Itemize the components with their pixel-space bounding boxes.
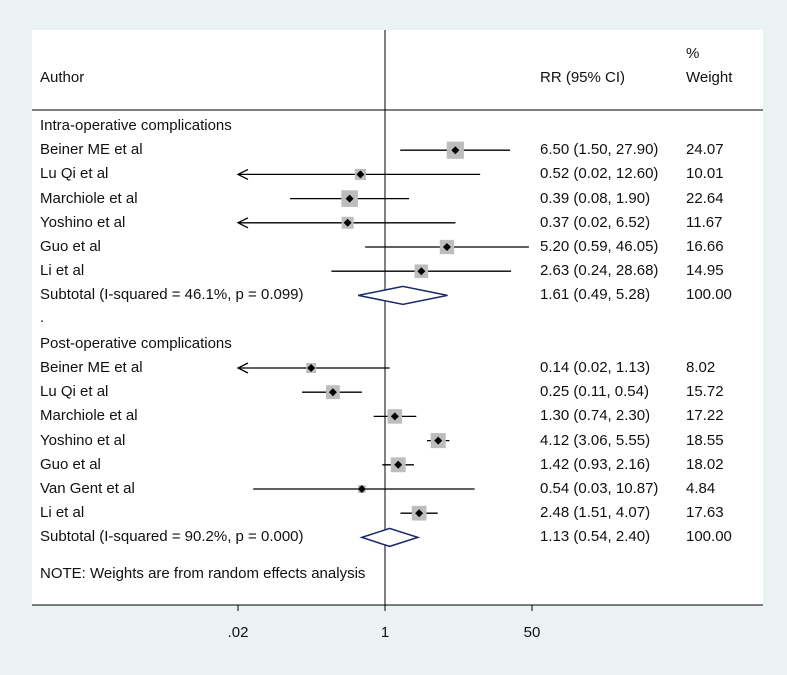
subtotal-ci: 1.13 (0.54, 2.40) [540, 528, 651, 546]
study-author: Li et al [40, 504, 85, 522]
group-label: Post-operative complications [40, 334, 232, 352]
subtotal-weight: 100.00 [686, 528, 732, 546]
study-weight: 15.72 [686, 383, 724, 401]
study-weight: 8.02 [686, 359, 716, 376]
x-tick-label: .02 [227, 624, 249, 641]
study-ci: 6.50 (1.50, 27.90) [540, 141, 659, 159]
ci-arrow-left [236, 217, 249, 229]
study-weight: 16.66 [686, 238, 724, 255]
study-weight: 14.95 [686, 262, 724, 280]
study-author: Lu Qi et al [40, 165, 109, 183]
study-author: Van Gent et al [40, 480, 135, 497]
point-estimate [357, 485, 366, 493]
study-ci: 0.37 (0.02, 6.52) [540, 213, 651, 231]
point-estimate [343, 218, 352, 227]
subtotal-diamond [358, 285, 448, 306]
study-ci: 1.42 (0.93, 2.16) [540, 455, 651, 473]
subtotal-label: Subtotal (I-squared = 46.1%, p = 0.099) [40, 286, 304, 304]
study-author: Marchiole et al [40, 407, 138, 425]
study-weight: 10.01 [686, 165, 724, 183]
ci-arrow-left [236, 362, 249, 374]
study-author: Marchiole et al [40, 189, 138, 207]
subtotal-weight: 100.00 [686, 286, 732, 304]
study-author: Yoshino et al [40, 213, 126, 231]
study-weight: 24.07 [686, 141, 724, 159]
study-ci: 0.54 (0.03, 10.87) [540, 480, 659, 497]
study-author: Beiner ME et al [40, 359, 143, 376]
x-tick-label: 50 [523, 624, 541, 641]
study-ci: 0.14 (0.02, 1.13) [540, 359, 651, 376]
footnote: NOTE: Weights are from random effects an… [40, 565, 366, 582]
point-estimate [390, 412, 399, 421]
subtotal-label: Subtotal (I-squared = 90.2%, p = 0.000) [40, 528, 304, 546]
point-estimate [415, 509, 424, 518]
study-weight: 18.02 [686, 455, 724, 473]
study-weight: 17.22 [686, 407, 724, 425]
header-ci: RR (95% CI) [540, 69, 626, 86]
study-author: Beiner ME et al [40, 141, 143, 159]
study-ci: 1.30 (0.74, 2.30) [540, 407, 651, 425]
study-ci: 5.20 (0.59, 46.05) [540, 238, 659, 255]
study-ci: 2.63 (0.24, 28.68) [540, 262, 659, 280]
study-author: Lu Qi et al [40, 383, 109, 401]
group-label: Intra-operative complications [40, 117, 232, 134]
study-ci: 4.12 (3.06, 5.55) [540, 431, 651, 449]
study-author: Guo et al [40, 455, 101, 473]
study-ci: 0.25 (0.11, 0.54) [540, 383, 649, 401]
header-weight: Weight [686, 69, 733, 86]
subtotal-diamond [359, 527, 421, 548]
separator-dot: . [40, 309, 45, 326]
point-estimate [328, 388, 337, 397]
study-weight: 18.55 [686, 431, 724, 449]
point-estimate [394, 460, 403, 469]
study-ci: 0.39 (0.08, 1.90) [540, 189, 651, 207]
study-author: Li et al [40, 262, 85, 280]
header-weight-pct: % [686, 45, 700, 62]
study-weight: 4.84 [686, 480, 716, 497]
point-estimate [451, 146, 460, 155]
study-author: Guo et al [40, 238, 101, 255]
study-ci: 0.52 (0.02, 12.60) [540, 165, 659, 183]
study-weight: 17.63 [686, 504, 724, 522]
study-weight: 22.64 [686, 189, 724, 207]
plot-panel [32, 30, 763, 605]
point-estimate [307, 364, 316, 372]
point-estimate [434, 436, 443, 445]
study-weight: 11.67 [686, 213, 723, 231]
point-estimate [356, 170, 365, 179]
x-tick-label: 1 [380, 624, 390, 641]
study-ci: 2.48 (1.51, 4.07) [540, 504, 651, 522]
subtotal-ci: 1.61 (0.49, 5.28) [540, 286, 651, 304]
point-estimate [345, 194, 354, 203]
point-estimate [442, 243, 451, 251]
point-estimate [417, 267, 426, 276]
study-author: Yoshino et al [40, 431, 126, 449]
ci-arrow-left [236, 168, 249, 180]
header-author: Author [40, 69, 85, 86]
